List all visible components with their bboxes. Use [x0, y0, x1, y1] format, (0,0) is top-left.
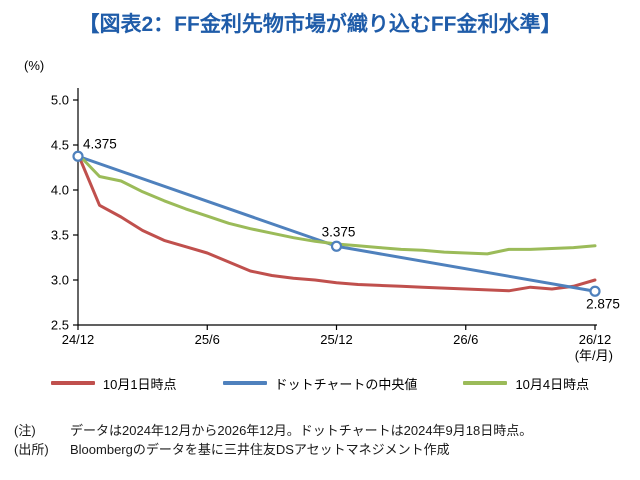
x-tick-label: 26/12 [579, 332, 612, 347]
data-point-marker [72, 150, 84, 162]
green-line-swatch [463, 381, 508, 385]
x-tick-label: 24/12 [62, 332, 95, 347]
note-text: データは2024年12月から2026年12月。ドットチャートは2024年9月18… [70, 423, 533, 438]
source-line: (出所) Bloombergのデータを基に三井住友DSアセットマネジメント作成 [14, 440, 532, 459]
source-text: Bloombergのデータを基に三井住友DSアセットマネジメント作成 [70, 442, 450, 457]
x-tick-label: 25/6 [195, 332, 220, 347]
source-label: (出所) [14, 442, 49, 457]
legend-label-dot-median: ドットチャートの中央値 [274, 376, 418, 392]
footnotes: (注) データは2024年12月から2026年12月。ドットチャートは2024年… [14, 421, 532, 459]
chart-legend: 10月1日時点 ドットチャートの中央値 10月4日時点 [0, 372, 640, 394]
y-tick-label: 3.0 [51, 273, 69, 288]
chart-title: 【図表2：FF金利先物市場が織り込むFF金利水準】 [78, 13, 562, 36]
data-point-marker [589, 285, 601, 297]
data-point-label: 4.375 [83, 136, 117, 151]
series-line [76, 152, 597, 293]
line-chart: 2.5 3.0 3.5 4.0 4.5 5.0 24/12 25/6 25/12 26/6 26/1… [51, 88, 620, 363]
x-axis-unit-label: (年/月) [575, 348, 613, 363]
red-line-swatch [50, 381, 95, 385]
data-point-marker [330, 240, 343, 252]
note-line: (注) データは2024年12月から2026年12月。ドットチャートは2024年… [14, 421, 532, 440]
y-tick-label: 4.0 [51, 183, 69, 198]
y-tick-label: 3.5 [51, 228, 69, 243]
data-point-label: 3.375 [322, 224, 356, 239]
y-axis-unit-label: (%) [24, 58, 45, 73]
legend-item-oct4: 10月4日時点 [463, 374, 589, 393]
x-tick-label: 26/6 [453, 332, 478, 347]
y-tick-label: 4.5 [51, 138, 69, 153]
legend-item-oct1: 10月1日時点 [50, 374, 177, 393]
data-point-label: 2.875 [586, 296, 620, 311]
legend-item-dot-median: ドットチャートの中央値 [222, 374, 418, 393]
y-tick-label: 2.5 [51, 318, 69, 333]
note-label: (注) [14, 423, 36, 438]
legend-label-oct1: 10月1日時点 [102, 376, 177, 392]
blue-line-swatch [222, 381, 267, 385]
y-tick-label: 5.0 [51, 93, 69, 108]
x-tick-label: 25/12 [320, 332, 353, 347]
legend-label-oct4: 10月4日時点 [515, 376, 590, 392]
